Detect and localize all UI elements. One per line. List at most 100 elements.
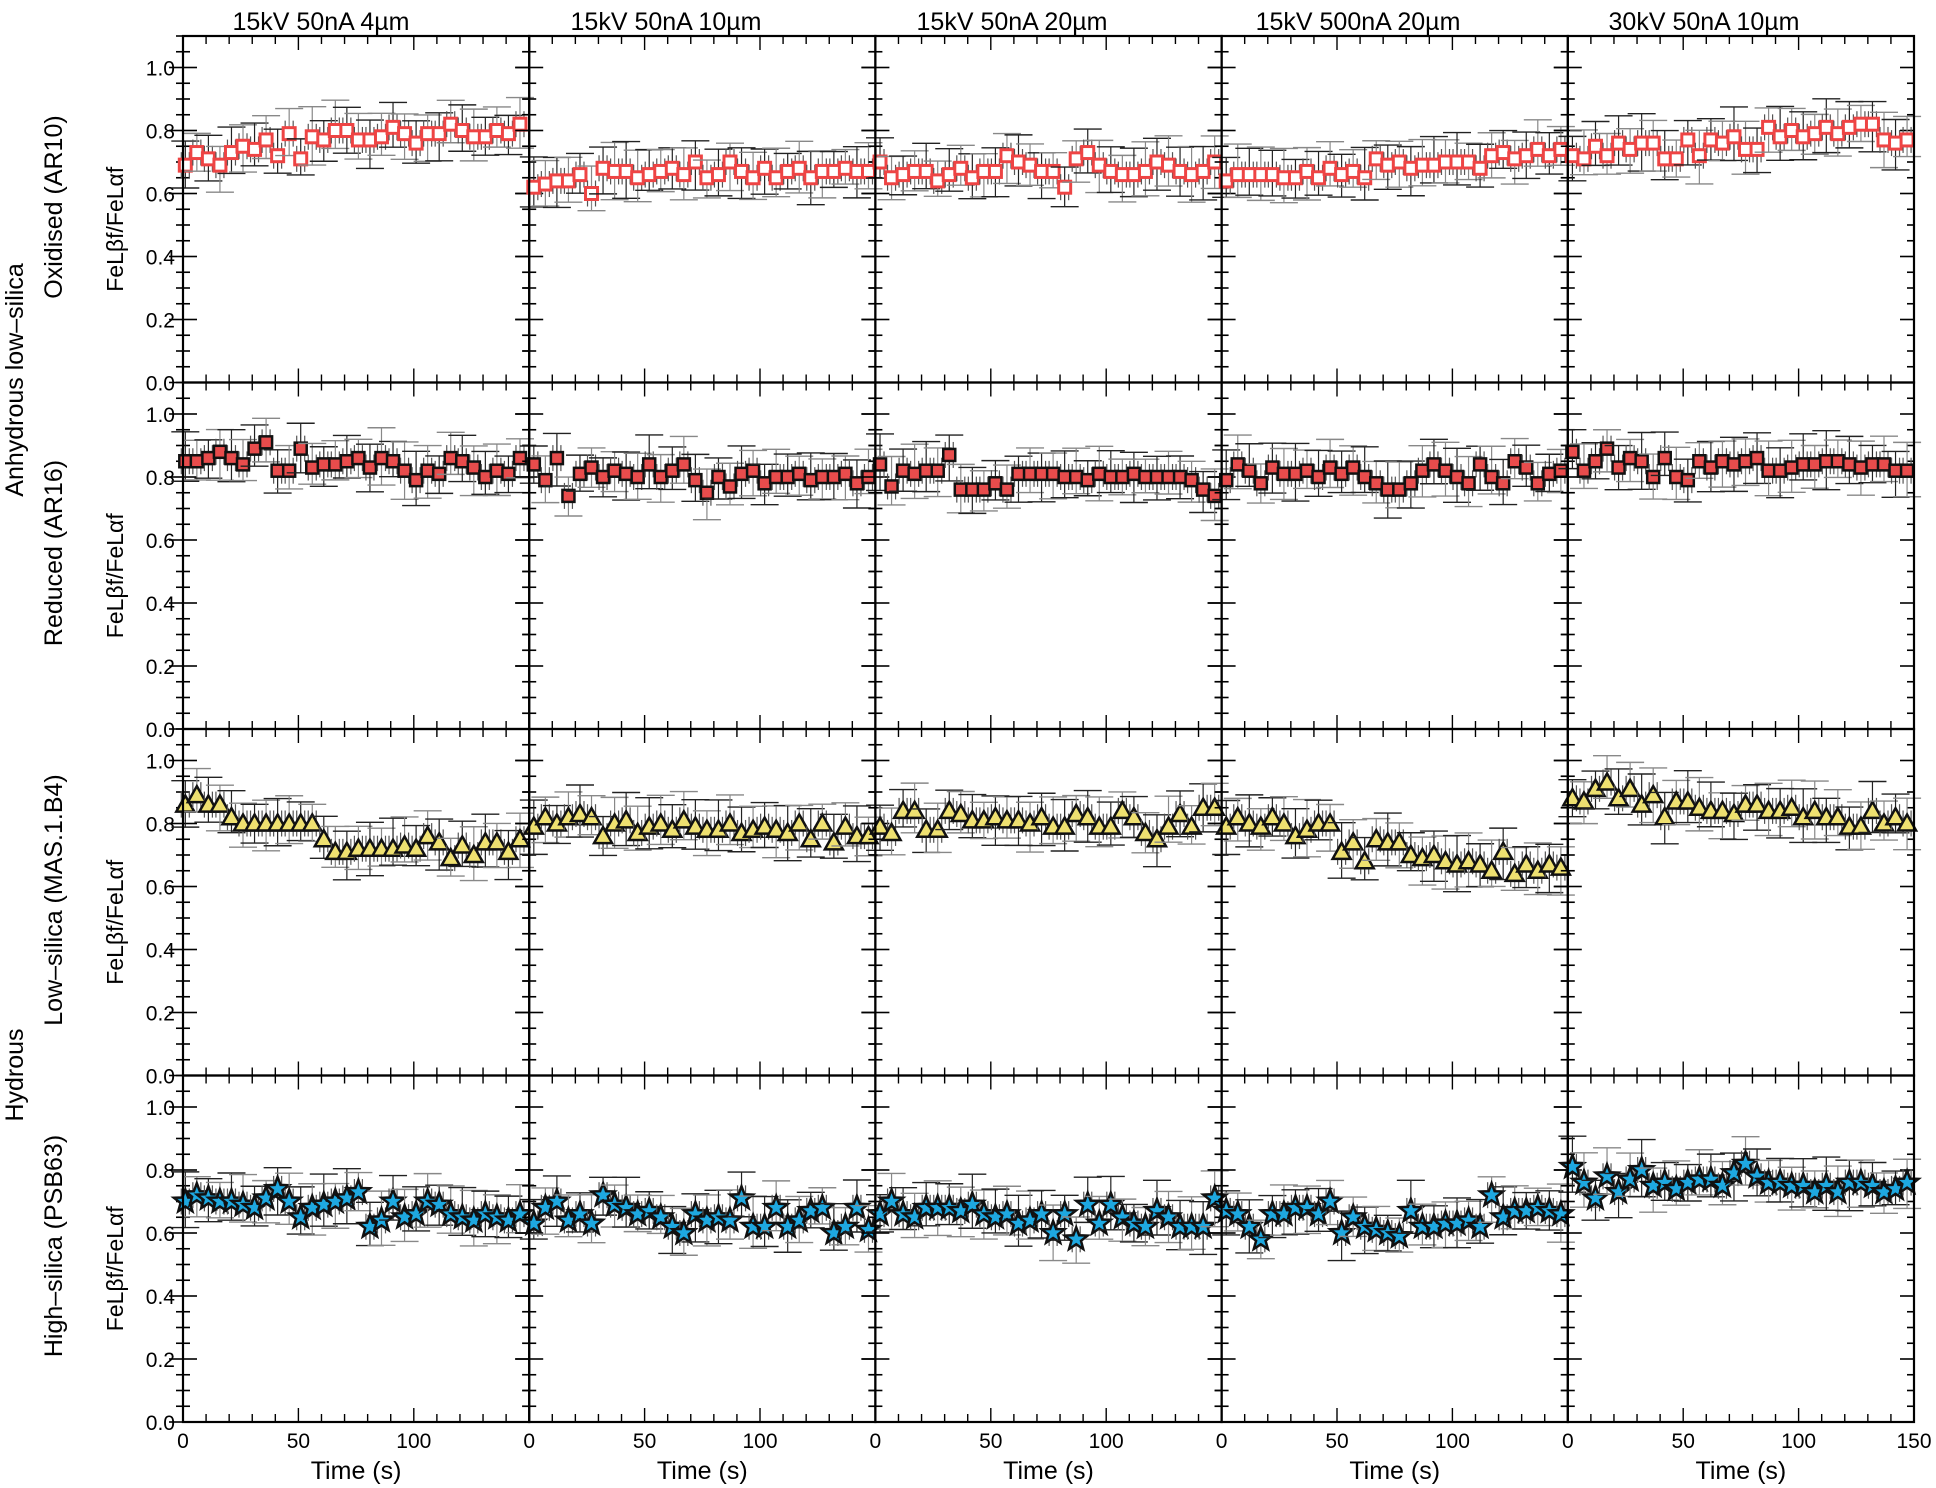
data-point-filled-square (1161, 469, 1176, 485)
data-point-star (1222, 1198, 1253, 1227)
data-point-triangle (1480, 859, 1503, 879)
data-point-filled-square (1842, 457, 1857, 472)
data-point-filled-square (872, 457, 888, 472)
y-tick-label: 0.8 (146, 467, 175, 490)
data-point-open-square (1357, 170, 1373, 186)
y-tick-label: 1.0 (146, 1097, 175, 1120)
panel (515, 381, 883, 731)
data-point-filled-square (791, 466, 807, 482)
data-point-star (1107, 1201, 1138, 1230)
data-point-star (1326, 1217, 1357, 1246)
panel-frame (1566, 34, 1916, 384)
data-point-filled-square (734, 466, 749, 482)
data-point-star (1592, 1160, 1622, 1189)
data-point-filled-square (1380, 482, 1396, 497)
data-point-star (1453, 1204, 1484, 1234)
x-tick-label: 50 (633, 1430, 656, 1453)
panel-frame (874, 381, 1223, 731)
panel (1207, 727, 1575, 1077)
y-tick-label: 0.2 (146, 656, 175, 679)
data-point-open-square (258, 132, 274, 148)
data-point-filled-square (1795, 457, 1811, 472)
panel-frame (1566, 381, 1916, 731)
data-point-filled-square (489, 463, 505, 478)
data-point-star (1084, 1207, 1115, 1237)
data-point-triangle (799, 827, 822, 848)
data-point-star (876, 1185, 907, 1215)
data-point-triangle (312, 827, 335, 848)
x-tick-label: 0 (870, 1430, 882, 1453)
y-tick-label: 0.4 (146, 940, 176, 963)
data-point-filled-square (1819, 454, 1834, 469)
data-point-open-square (281, 126, 297, 142)
data-point-triangle (1607, 786, 1630, 807)
data-point-triangle (1538, 852, 1561, 873)
panel-frame (1220, 34, 1569, 384)
panel-frame (181, 381, 531, 731)
data-point-filled-square (1530, 476, 1546, 491)
data-point-triangle (1203, 796, 1226, 816)
data-point-filled-square (281, 463, 297, 478)
x-tick-label: 50 (287, 1430, 310, 1453)
panel (1553, 1074, 1922, 1424)
data-point-triangle (822, 830, 845, 851)
data-point-filled-square (1126, 466, 1142, 482)
panel (861, 1074, 1230, 1424)
data-point-filled-square (1368, 476, 1384, 491)
data-point-triangle (1803, 799, 1826, 820)
data-point-triangle (416, 824, 439, 845)
x-tick-label: 0 (1562, 1430, 1574, 1453)
data-point-open-square (431, 126, 447, 142)
x-tick-label: 50 (979, 1430, 1002, 1453)
data-point-triangle (534, 805, 557, 826)
data-point-filled-square (351, 450, 366, 466)
data-point-filled-square (1472, 457, 1488, 472)
data-point-filled-square (512, 450, 528, 466)
x-axis-label: Time (s) (657, 1457, 748, 1485)
data-point-open-square (316, 132, 332, 148)
data-point-triangle (1630, 793, 1653, 813)
data-point-filled-square (780, 469, 795, 485)
column-titles: 15kV 50nA 4µm 15kV 50nA 10µm 15kV 50nA 2… (232, 8, 1799, 36)
y-tick-label: 1.0 (146, 404, 175, 427)
data-point-filled-square (942, 447, 957, 463)
y-tick-label: 0.6 (146, 1223, 175, 1246)
data-point-open-square (1668, 151, 1684, 167)
data-point-open-square (293, 151, 309, 167)
data-point-open-square (572, 167, 588, 183)
data-point-filled-square (641, 457, 657, 472)
data-point-filled-square (538, 472, 553, 488)
data-point-star (1788, 1170, 1819, 1199)
row-label: Oxidised (AR10) (40, 115, 68, 298)
y-tick-label: 0.0 (146, 719, 175, 742)
panel-frame (528, 727, 877, 1077)
row-label: Low–silica (MAS.1.B4) (40, 774, 68, 1025)
data-point-filled-square (224, 450, 239, 466)
data-point-triangle (1261, 805, 1284, 826)
panel-frame (528, 381, 877, 731)
data-point-star (378, 1185, 408, 1215)
y-tick-label: 0.4 (146, 1286, 176, 1309)
data-point-filled-square (1345, 460, 1361, 475)
data-point-triangle (1065, 802, 1088, 823)
data-point-filled-square (965, 482, 980, 497)
data-point-triangle (1618, 777, 1642, 798)
panel (1553, 727, 1922, 1077)
data-point-filled-square (722, 479, 738, 494)
data-point-filled-square (826, 469, 842, 485)
panel: 0.0 0.2 0.4 0.6 0.8 1.0 FeLβf/FeLαf (102, 727, 534, 1089)
data-point-filled-square (1103, 469, 1119, 485)
data-point-filled-square (304, 460, 320, 475)
data-point-open-square (757, 160, 773, 176)
data-point-star (1038, 1217, 1068, 1246)
data-point-triangle (938, 799, 961, 820)
data-point-filled-square (895, 463, 911, 478)
data-point-star (1188, 1211, 1218, 1240)
column-title: 30kV 50nA 10µm (1609, 8, 1800, 36)
data-point-open-square (1311, 170, 1327, 186)
data-point-filled-square (385, 454, 401, 469)
data-point-filled-square (1888, 463, 1903, 478)
data-point-filled-square (1726, 457, 1742, 472)
data-point-filled-square (838, 466, 853, 482)
data-point-triangle (451, 834, 474, 854)
